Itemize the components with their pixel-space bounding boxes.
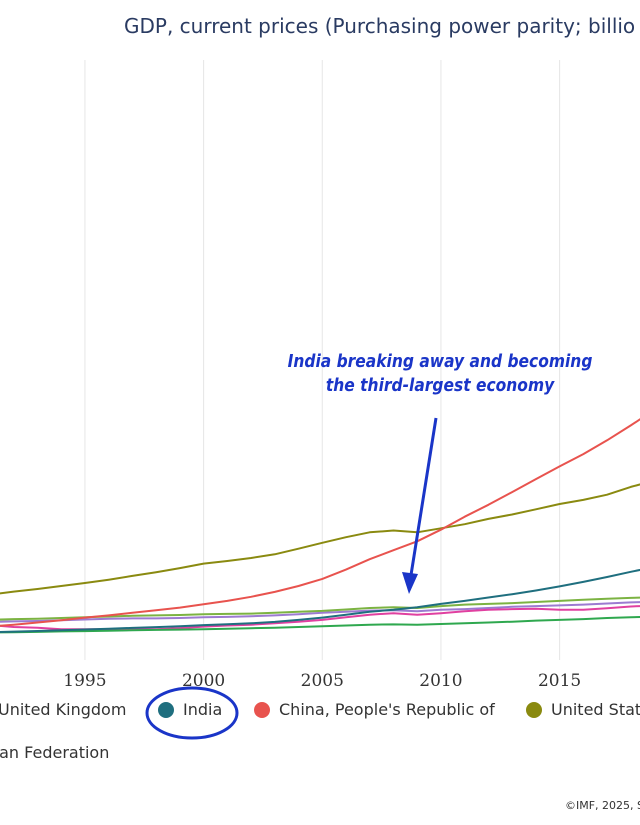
series-line-japan [0,601,640,623]
annotation-line-2: the third-largest economy [325,375,555,396]
legend-item-united-kingdom[interactable]: United Kingdom [0,700,126,719]
x-tick-label: 2005 [301,671,344,691]
legend-dot-icon [526,701,542,718]
legend-item-india[interactable]: India [158,700,222,719]
series-line-uk [0,615,640,634]
legend-dot-icon [254,701,270,718]
legend-item-united-states[interactable]: United Stat [526,700,640,719]
legend-item-russian-federation[interactable]: ssian Federation [0,743,109,762]
india-highlight-circle [145,686,239,740]
x-tick-label: 2000 [182,671,225,691]
legend-item-china[interactable]: China, People's Republic of [254,700,495,719]
chart-title: GDP, current prices (Purchasing power pa… [124,14,636,38]
legend-dot-icon [158,701,174,718]
legend-label: India [183,700,223,719]
x-axis-ticks: 1995200020052010201520 [63,671,581,691]
source-credit: ©IMF, 2025, S [564,799,640,812]
legend-label: United Stat [551,700,640,719]
annotation-text: India breaking away and becoming the thi… [287,350,593,398]
x-tick-label: 1995 [63,671,106,691]
gridlines [84,60,561,660]
x-tick-label: 2015 [538,671,581,691]
x-tick-label: 2010 [419,671,462,691]
legend-label: United Kingdom [0,700,127,719]
series-line-india [0,568,640,633]
series-line-china [0,418,640,627]
annotation-arrow [402,417,438,594]
legend-label: ssian Federation [0,743,110,762]
series-line-usa [0,483,640,595]
legend-label: China, People's Republic of [279,700,495,719]
annotation-line-1: India breaking away and becoming [287,351,593,372]
series-lines [0,418,640,634]
